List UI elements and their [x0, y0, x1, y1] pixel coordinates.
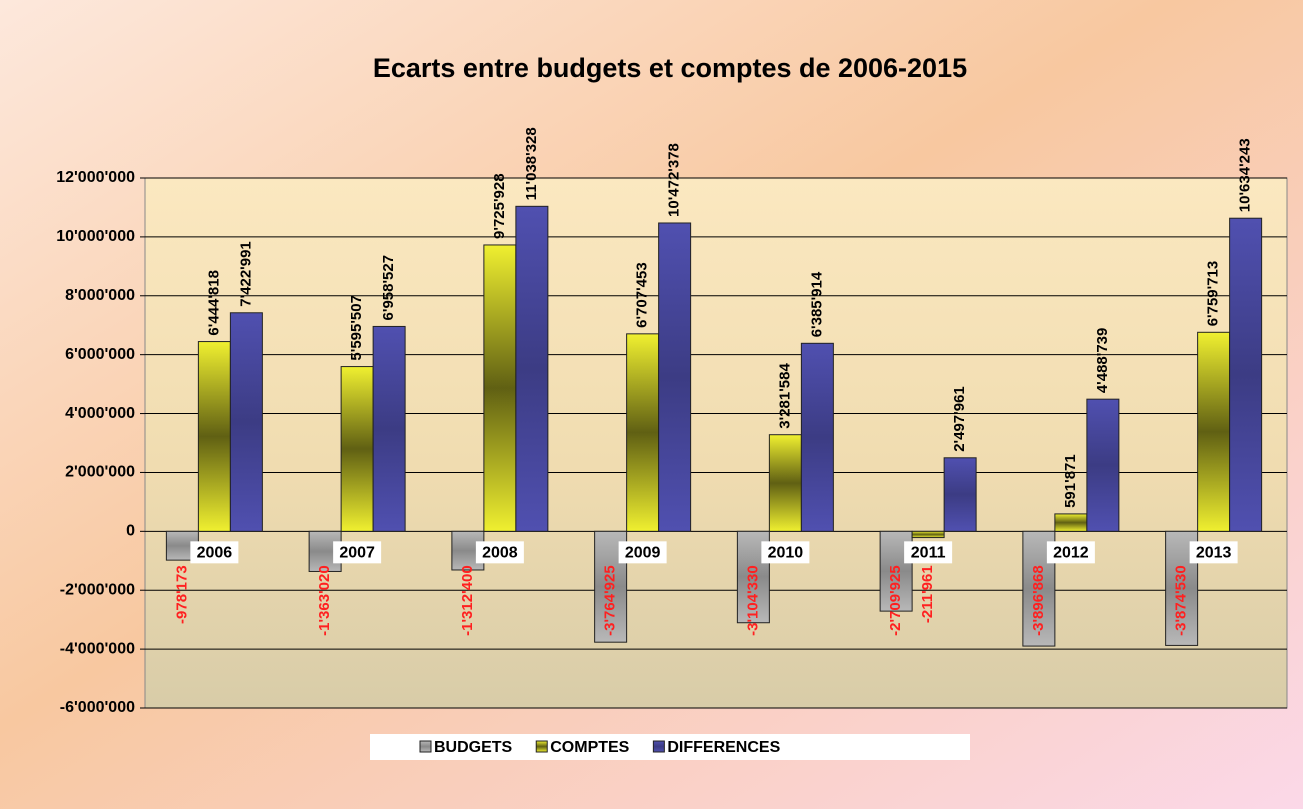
- bar: [197, 341, 231, 532]
- value-label: -3'104'330: [744, 565, 761, 636]
- bar: [943, 457, 977, 532]
- value-label: -1'312'400: [459, 565, 476, 636]
- bar: [372, 325, 406, 532]
- bar: [229, 312, 263, 532]
- legend-swatch: [652, 740, 665, 753]
- y-tick-label: 10'000'000: [56, 228, 135, 245]
- x-label-box: [904, 541, 953, 564]
- legend: [370, 734, 970, 760]
- legend-swatch: [419, 740, 432, 753]
- bar: [515, 205, 549, 532]
- x-tick-label: 2010: [768, 545, 804, 562]
- bar: [800, 342, 834, 532]
- x-label-box: [333, 541, 382, 564]
- value-label: 4'488'739: [1094, 328, 1111, 394]
- value-label: 6'707'453: [634, 262, 651, 328]
- x-tick-label: 2012: [1053, 545, 1089, 562]
- value-label: -3'764'925: [602, 565, 619, 636]
- bar: [1086, 398, 1120, 532]
- value-label: 6'385'914: [808, 271, 825, 337]
- value-label: 9'725'928: [491, 173, 508, 239]
- value-label: -3'874'530: [1173, 565, 1190, 636]
- value-label: -3'896'868: [1030, 565, 1047, 636]
- bar: [626, 333, 660, 532]
- legend-label: COMPTES: [550, 739, 629, 756]
- value-label: 10'472'378: [666, 143, 683, 217]
- x-tick-label: 2011: [911, 545, 946, 562]
- value-label: 6'444'818: [205, 270, 222, 336]
- value-label: 7'422'991: [237, 241, 254, 307]
- y-tick-label: 2'000'000: [65, 464, 135, 481]
- value-label: 6'759'713: [1205, 261, 1222, 327]
- x-label-box: [1189, 541, 1238, 564]
- bar: [1229, 217, 1263, 532]
- y-tick-label: -6'000'000: [60, 699, 135, 716]
- value-label: -978'173: [173, 565, 190, 624]
- legend-swatch: [535, 740, 548, 753]
- bar: [1197, 331, 1231, 532]
- bar: [768, 434, 802, 532]
- x-tick-label: 2009: [625, 545, 661, 562]
- y-tick-label: -2'000'000: [60, 581, 135, 598]
- y-tick-label: 12'000'000: [56, 169, 135, 186]
- value-label: 6'958'527: [380, 255, 397, 321]
- bar: [911, 530, 945, 539]
- y-tick-label: -4'000'000: [60, 640, 135, 657]
- bar: [340, 366, 374, 532]
- value-label: 3'281'584: [776, 363, 793, 429]
- x-tick-label: 2006: [197, 545, 233, 562]
- legend-label: BUDGETS: [434, 739, 513, 756]
- x-tick-label: 2007: [339, 545, 375, 562]
- y-tick-label: 8'000'000: [65, 287, 135, 304]
- value-label: -2'709'925: [887, 565, 904, 636]
- value-label: -211'961: [919, 565, 936, 623]
- x-tick-label: 2013: [1196, 545, 1232, 562]
- value-label: 2'497'961: [951, 386, 968, 452]
- x-label-box: [761, 541, 810, 564]
- x-tick-label: 2008: [482, 545, 518, 562]
- value-label: 11'038'328: [523, 127, 540, 200]
- x-label-box: [1046, 541, 1095, 564]
- value-label: 591'871: [1062, 454, 1079, 508]
- bar: [483, 244, 517, 532]
- y-tick-label: 4'000'000: [65, 405, 135, 422]
- chart-title: Ecarts entre budgets et comptes de 2006-…: [373, 53, 967, 83]
- x-label-box: [475, 541, 524, 564]
- bar: [1054, 513, 1088, 532]
- value-label: 10'634'243: [1237, 138, 1254, 212]
- y-tick-label: 0: [126, 523, 135, 540]
- legend-label: DIFFERENCES: [667, 739, 780, 756]
- x-label-box: [190, 541, 239, 564]
- value-label: -1'363'020: [316, 565, 333, 636]
- value-label: 5'595'507: [348, 295, 365, 361]
- x-label-box: [618, 541, 667, 564]
- y-tick-label: 6'000'000: [65, 346, 135, 363]
- bar: [658, 222, 692, 532]
